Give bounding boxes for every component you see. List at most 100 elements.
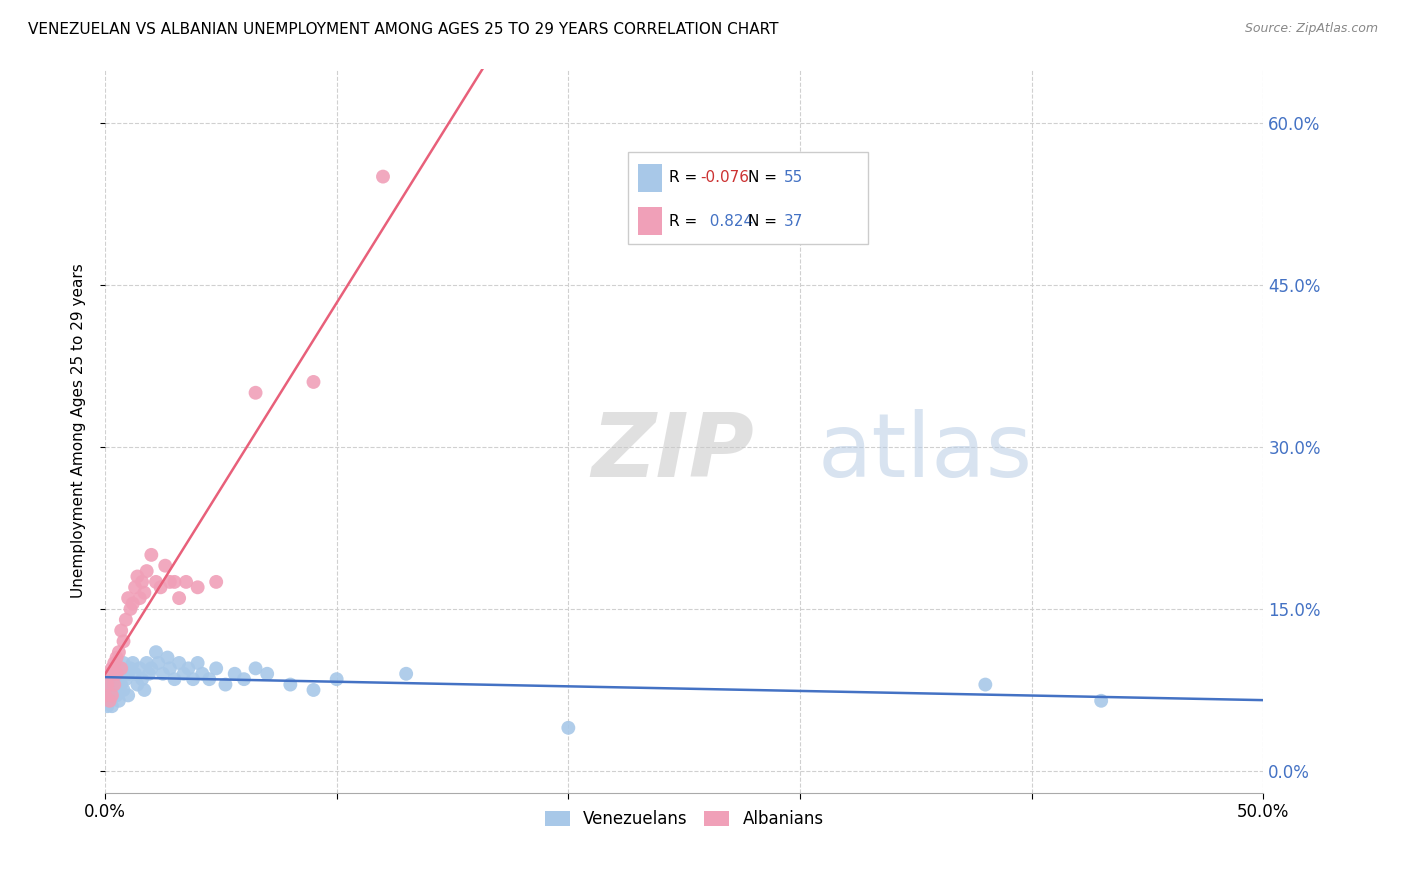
Point [112,634,135,648]
Point [112,683,135,698]
Point [117,666,139,681]
Point [173,666,195,681]
Point [141,661,163,675]
Point [325,672,347,686]
Point [96,677,118,691]
Text: atlas: atlas [817,409,1032,496]
Point [135,656,157,670]
Point [156,650,179,665]
Point [98,689,121,703]
Point [108,694,131,708]
Point [98,666,121,681]
Point [101,677,124,691]
Text: -0.076: -0.076 [700,170,749,186]
Point [159,574,181,589]
Point [245,661,267,675]
Point [101,699,124,714]
Legend: Venezuelans, Albanians: Venezuelans, Albanians [538,804,831,835]
Point [127,677,149,691]
Point [163,574,186,589]
Point [245,385,267,400]
Text: VENEZUELAN VS ALBANIAN UNEMPLOYMENT AMONG AGES 25 TO 29 YEARS CORRELATION CHART: VENEZUELAN VS ALBANIAN UNEMPLOYMENT AMON… [28,22,779,37]
Point [121,597,143,611]
Point [110,661,132,675]
Point [181,672,204,686]
Point [96,677,118,691]
Point [127,569,149,583]
Point [108,645,131,659]
Point [152,666,174,681]
Point [205,661,228,675]
Point [120,661,142,675]
Point [163,672,186,686]
Point [145,645,167,659]
Point [115,672,138,686]
Point [103,683,125,698]
Point [159,661,181,675]
Point [148,656,170,670]
Text: 55: 55 [783,170,803,186]
Point [101,661,124,675]
Text: Source: ZipAtlas.com: Source: ZipAtlas.com [1244,22,1378,36]
Point [124,580,146,594]
Text: N =: N = [748,170,782,186]
Point [1090,694,1112,708]
Point [134,585,156,599]
Point [198,672,221,686]
FancyBboxPatch shape [628,152,868,244]
Text: 0.824: 0.824 [700,214,754,228]
Point [98,666,121,681]
Point [101,689,124,703]
Text: R =: R = [669,214,702,228]
Point [103,656,125,670]
Point [138,666,160,681]
Point [187,656,209,670]
Point [187,580,209,594]
Point [110,661,132,675]
Point [131,574,153,589]
Point [214,677,236,691]
Point [98,694,121,708]
Point [103,672,125,686]
Text: ZIP: ZIP [592,409,754,496]
FancyBboxPatch shape [637,207,661,235]
Point [117,689,139,703]
Point [135,564,157,578]
Point [134,683,156,698]
Point [128,591,150,606]
Point [105,689,128,703]
Point [224,666,246,681]
Point [371,169,394,184]
Point [96,699,118,714]
Point [557,721,579,735]
Point [131,672,153,686]
Point [120,602,142,616]
Point [233,672,256,686]
Point [141,548,163,562]
Point [115,613,138,627]
Point [191,666,214,681]
Point [105,666,128,681]
Point [974,677,997,691]
Point [205,574,228,589]
Point [177,661,200,675]
Point [128,661,150,675]
Point [149,580,172,594]
Point [145,574,167,589]
Point [103,677,125,691]
Point [110,624,132,638]
Point [124,666,146,681]
Text: R =: R = [669,170,702,186]
FancyBboxPatch shape [637,164,661,192]
Point [117,591,139,606]
Point [395,666,418,681]
Point [167,591,190,606]
Point [121,656,143,670]
Text: 37: 37 [783,214,803,228]
Point [110,677,132,691]
Point [94,689,117,703]
Point [302,683,325,698]
Y-axis label: Unemployment Among Ages 25 to 29 years: Unemployment Among Ages 25 to 29 years [72,263,86,598]
Point [167,656,190,670]
Point [94,689,117,703]
